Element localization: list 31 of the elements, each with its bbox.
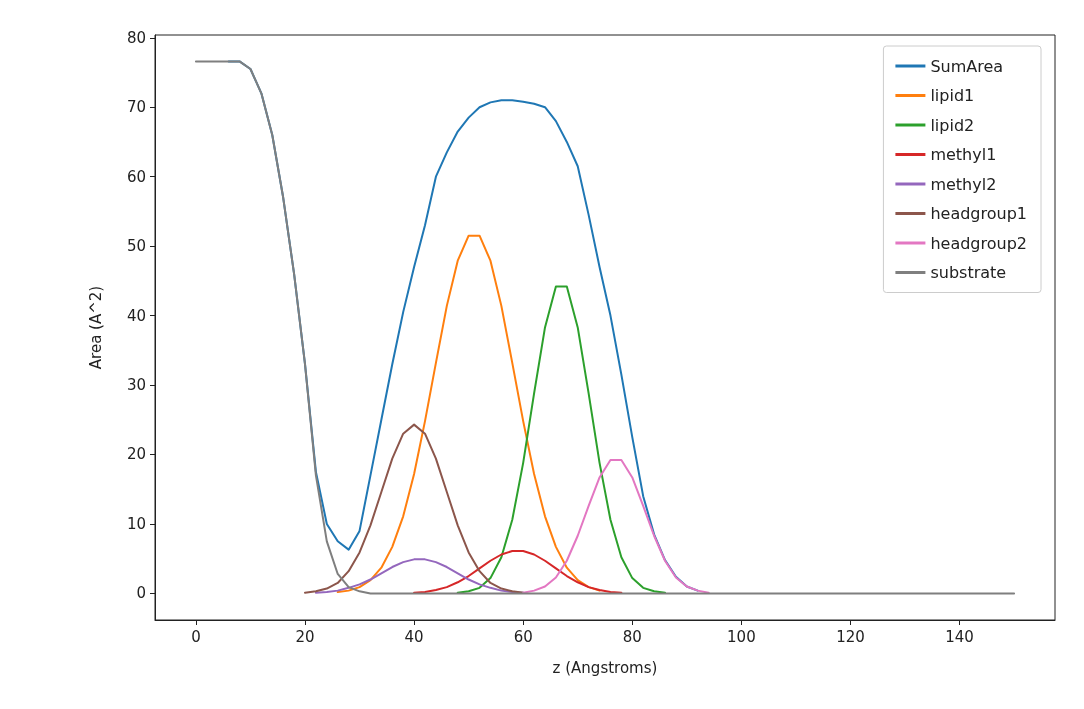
- legend-label: headgroup1: [930, 204, 1027, 223]
- x-tick-label: 80: [622, 627, 642, 646]
- x-tick-label: 120: [836, 627, 865, 646]
- legend-label: substrate: [930, 263, 1007, 282]
- legend-label: lipid1: [930, 86, 975, 105]
- y-tick-label: 80: [126, 28, 146, 47]
- x-tick-label: 60: [513, 627, 533, 646]
- x-tick-label: 40: [404, 627, 424, 646]
- y-tick-label: 20: [126, 445, 146, 464]
- line-series: [456, 285, 666, 594]
- y-tick-label: 0: [136, 584, 146, 603]
- x-axis-title: z (Angstroms): [552, 658, 658, 677]
- line-series: [304, 423, 525, 594]
- legend-label: SumArea: [930, 56, 1004, 76]
- line-series: [522, 459, 710, 594]
- y-tick-label: 30: [126, 376, 146, 395]
- y-tick-label: 10: [126, 514, 146, 533]
- line-series: [336, 234, 601, 594]
- x-tick-label: 0: [191, 627, 201, 646]
- y-tick-label: 60: [126, 167, 146, 186]
- legend-label: headgroup2: [930, 233, 1027, 253]
- legend-label: methyl2: [930, 174, 997, 194]
- y-axis-title: Area (A^2): [86, 285, 105, 370]
- x-tick-label: 140: [945, 627, 974, 646]
- x-tick-label: 20: [295, 627, 315, 646]
- y-tick-label: 70: [126, 98, 146, 117]
- y-tick-label: 50: [126, 237, 146, 256]
- x-tick-label: 100: [727, 627, 756, 646]
- legend-label: lipid2: [930, 115, 975, 135]
- y-tick-label: 40: [126, 306, 146, 325]
- legend-label: methyl1: [930, 145, 997, 164]
